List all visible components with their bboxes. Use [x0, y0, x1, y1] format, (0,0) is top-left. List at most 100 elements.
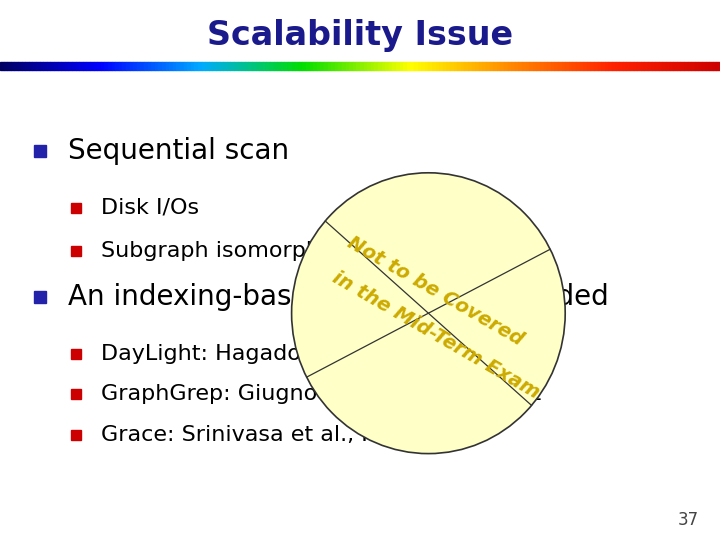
Bar	[198, 62, 202, 70]
Bar	[698, 62, 702, 70]
Bar	[54, 62, 58, 70]
Bar	[50, 62, 54, 70]
Text: Subgraph isomorphism testing: Subgraph isomorphism testing	[101, 241, 444, 261]
Bar	[652, 62, 655, 70]
Bar	[18, 62, 22, 70]
Bar	[212, 62, 216, 70]
Text: Scalability Issue: Scalability Issue	[207, 18, 513, 52]
Bar	[29, 62, 32, 70]
Bar	[547, 62, 551, 70]
Bar	[468, 62, 472, 70]
Text: DayLight: Hagadone, JCICS'03: DayLight: Hagadone, JCICS'03	[101, 343, 435, 364]
Bar	[464, 62, 468, 70]
Bar	[155, 62, 158, 70]
Bar	[688, 62, 691, 70]
Bar	[94, 62, 97, 70]
Bar	[184, 62, 187, 70]
Bar	[511, 62, 515, 70]
Text: in the Mid-Term Exam: in the Mid-Term Exam	[328, 268, 543, 402]
Bar	[472, 62, 475, 70]
Bar	[252, 62, 256, 70]
Bar	[310, 62, 313, 70]
Bar	[418, 62, 421, 70]
Bar	[522, 62, 526, 70]
Bar	[500, 62, 504, 70]
Bar	[140, 62, 144, 70]
Bar	[367, 62, 371, 70]
Bar	[148, 62, 151, 70]
Bar	[122, 62, 126, 70]
Bar	[40, 62, 43, 70]
Bar	[425, 62, 428, 70]
Bar	[716, 62, 720, 70]
Bar	[65, 62, 68, 70]
Bar	[11, 62, 14, 70]
Bar	[115, 62, 119, 70]
Text: 37: 37	[678, 511, 698, 529]
Bar	[490, 62, 493, 70]
Bar	[295, 62, 299, 70]
Bar	[248, 62, 252, 70]
Bar	[7, 62, 11, 70]
Bar	[353, 62, 356, 70]
Bar	[623, 62, 626, 70]
Bar	[270, 62, 274, 70]
Bar	[22, 62, 25, 70]
Bar	[119, 62, 122, 70]
Bar	[133, 62, 137, 70]
Bar	[396, 62, 400, 70]
Bar	[562, 62, 565, 70]
Bar	[565, 62, 569, 70]
Bar	[706, 62, 709, 70]
Bar	[482, 62, 486, 70]
Bar	[479, 62, 482, 70]
Bar	[533, 62, 536, 70]
Bar	[659, 62, 662, 70]
Bar	[76, 62, 79, 70]
Bar	[90, 62, 94, 70]
Bar	[529, 62, 533, 70]
Bar	[410, 62, 414, 70]
Bar	[356, 62, 360, 70]
Bar	[58, 62, 61, 70]
Bar	[101, 62, 104, 70]
Bar	[526, 62, 529, 70]
Bar	[364, 62, 367, 70]
Bar	[594, 62, 598, 70]
Bar	[414, 62, 418, 70]
Bar	[284, 62, 288, 70]
Bar	[162, 62, 166, 70]
Bar	[191, 62, 194, 70]
Bar	[288, 62, 292, 70]
Bar	[580, 62, 583, 70]
Bar	[637, 62, 641, 70]
Bar	[587, 62, 590, 70]
Bar	[194, 62, 198, 70]
Bar	[230, 62, 234, 70]
Bar	[299, 62, 302, 70]
Bar	[713, 62, 716, 70]
Bar	[256, 62, 259, 70]
Bar	[158, 62, 162, 70]
Bar	[234, 62, 238, 70]
Bar	[360, 62, 364, 70]
Ellipse shape	[292, 173, 565, 454]
Bar	[695, 62, 698, 70]
Bar	[590, 62, 594, 70]
Bar	[313, 62, 317, 70]
Bar	[558, 62, 562, 70]
Bar	[544, 62, 547, 70]
Bar	[551, 62, 554, 70]
Bar	[608, 62, 612, 70]
Bar	[79, 62, 83, 70]
Bar	[662, 62, 666, 70]
Bar	[342, 62, 346, 70]
Bar	[338, 62, 342, 70]
Bar	[47, 62, 50, 70]
Bar	[263, 62, 266, 70]
Bar	[515, 62, 518, 70]
Bar	[457, 62, 461, 70]
Bar	[572, 62, 576, 70]
Bar	[68, 62, 72, 70]
Bar	[421, 62, 425, 70]
